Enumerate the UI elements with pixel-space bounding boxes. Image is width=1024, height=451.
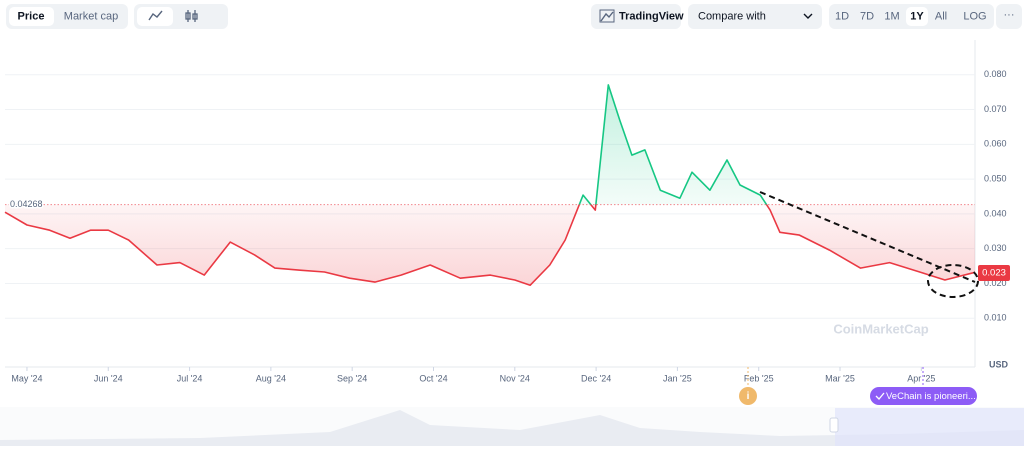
x-tick-label: Sep '24 bbox=[337, 373, 367, 383]
x-tick-label: May '24 bbox=[11, 373, 42, 383]
range-button[interactable]: 1M bbox=[884, 10, 899, 22]
y-tick-label: 0.040 bbox=[984, 208, 1007, 218]
x-tick-label: Aug '24 bbox=[256, 373, 286, 383]
y-tick-label: 0.030 bbox=[984, 243, 1007, 253]
x-tick-label: Jan '25 bbox=[663, 373, 692, 383]
candle-icon[interactable] bbox=[185, 10, 198, 22]
watermark: CoinMarketCap bbox=[833, 321, 928, 336]
y-tick-label: 0.080 bbox=[984, 69, 1007, 79]
navigator-window[interactable] bbox=[835, 408, 1024, 446]
area bbox=[5, 84, 975, 286]
range-button[interactable]: LOG bbox=[963, 10, 986, 22]
tv-icon bbox=[600, 11, 614, 22]
y-tick-label: 0.020 bbox=[984, 278, 1007, 288]
y-tick-label: 0.010 bbox=[984, 313, 1007, 323]
more[interactable]: ··· bbox=[1004, 9, 1015, 21]
annotation-icon bbox=[875, 392, 885, 400]
y-unit: USD bbox=[989, 359, 1009, 369]
more-btn[interactable] bbox=[996, 4, 1022, 29]
range-button[interactable]: All bbox=[935, 10, 947, 22]
range-button[interactable]: 7D bbox=[860, 10, 874, 22]
line-icon bbox=[148, 10, 163, 21]
y-tick-label: 0.060 bbox=[984, 139, 1007, 149]
range-active[interactable] bbox=[906, 7, 928, 26]
circle-annotation bbox=[927, 264, 979, 298]
x-tick-label: Mar '25 bbox=[825, 373, 855, 383]
x-tick-label: Feb '25 bbox=[744, 373, 774, 383]
y-tick-label: 0.050 bbox=[984, 173, 1007, 183]
event-marker-label[interactable]: i bbox=[747, 391, 750, 402]
price-tag-label: 0.023 bbox=[982, 268, 1006, 279]
chevron bbox=[803, 13, 813, 19]
range-button[interactable]: 1Y bbox=[910, 10, 924, 22]
price-line bbox=[4, 84, 976, 286]
y-tick-label: 0.070 bbox=[984, 104, 1007, 114]
tradingview-label[interactable]: TradingView bbox=[619, 10, 684, 22]
x-tick-label: Jul '24 bbox=[177, 373, 203, 383]
tab-active[interactable] bbox=[9, 7, 54, 26]
event-marker bbox=[739, 387, 757, 405]
range-button[interactable]: 1D bbox=[835, 10, 849, 22]
baseline-label: 0.04268 bbox=[10, 199, 43, 209]
navigator-handle[interactable] bbox=[829, 417, 839, 433]
x-tick-label: Dec '24 bbox=[581, 373, 611, 383]
compare-label[interactable]: Compare with bbox=[698, 10, 766, 22]
line-icon-btn[interactable] bbox=[137, 7, 173, 26]
tab[interactable]: Price bbox=[18, 10, 45, 22]
x-tick-label: Jun '24 bbox=[94, 373, 123, 383]
tv-icon-frame bbox=[599, 9, 615, 23]
price-tag bbox=[978, 265, 1010, 282]
navigator-area bbox=[0, 410, 1024, 446]
annotation-label[interactable]: VeChain is pioneeri... bbox=[886, 391, 976, 402]
compare-select[interactable] bbox=[688, 4, 822, 29]
tab[interactable]: Market cap bbox=[64, 10, 118, 22]
annotation-pill bbox=[870, 387, 977, 405]
x-tick-label: Apr '25 bbox=[907, 373, 935, 383]
range-buttons: 1D 7D 1M 1Y All LOG bbox=[835, 10, 987, 22]
x-tick-label: Oct '24 bbox=[419, 373, 447, 383]
x-tick-label: Nov '24 bbox=[500, 373, 530, 383]
